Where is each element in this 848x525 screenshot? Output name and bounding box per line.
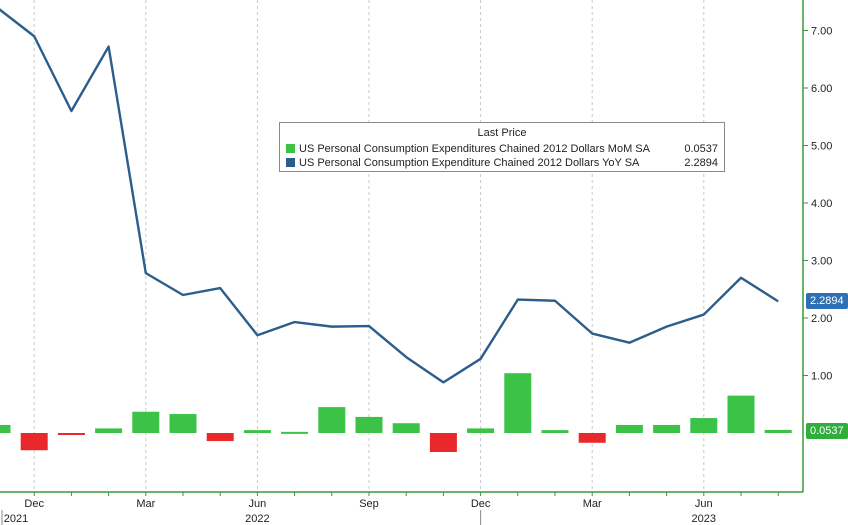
bar-2 bbox=[57, 433, 85, 435]
grid bbox=[33, 0, 705, 492]
legend-swatch-mom bbox=[286, 144, 295, 153]
year-label-2: 2023 bbox=[692, 513, 716, 525]
bar-3 bbox=[95, 428, 123, 433]
bar-9 bbox=[318, 407, 346, 433]
x-tick-label-2: Jun bbox=[249, 498, 267, 510]
legend-item-yoy: US Personal Consumption Expenditure Chai… bbox=[286, 157, 718, 170]
legend-item-mom: US Personal Consumption Expenditures Cha… bbox=[286, 143, 718, 156]
legend-title: Last Price bbox=[477, 127, 527, 139]
line-series bbox=[0, 8, 779, 384]
bar-17 bbox=[615, 424, 643, 433]
bar-15 bbox=[541, 430, 569, 433]
y-tick-label-4: 5.00 bbox=[811, 141, 832, 153]
bar-4 bbox=[132, 411, 160, 433]
x-tick-label-1: Mar bbox=[136, 498, 155, 510]
legend-label-mom: US Personal Consumption Expenditures Cha… bbox=[299, 143, 650, 155]
bar-6 bbox=[206, 433, 234, 442]
bar-16 bbox=[578, 433, 606, 443]
x-axis: Dec Mar Jun Sep Dec Mar Jun 2021 2022 2023 bbox=[0, 491, 803, 525]
bar-5 bbox=[169, 414, 197, 433]
bar-7 bbox=[243, 430, 271, 433]
x-tick-label-4: Dec bbox=[471, 498, 491, 510]
y-tick-label-1: 2.00 bbox=[811, 313, 832, 325]
bar-21 bbox=[764, 429, 792, 433]
last-value-tag-yoy: 2.2894 bbox=[806, 293, 848, 309]
bar-20 bbox=[727, 395, 755, 433]
y-axis: 1.00 2.00 3.00 4.00 5.00 6.00 7.00 bbox=[802, 0, 832, 492]
bar-1 bbox=[20, 433, 48, 451]
legend-value-mom: 0.0537 bbox=[684, 143, 718, 155]
bar-18 bbox=[653, 424, 681, 433]
bar-10 bbox=[355, 416, 383, 433]
x-tick-label-0: Dec bbox=[24, 498, 44, 510]
bar-0 bbox=[0, 424, 11, 433]
bar-11 bbox=[392, 423, 420, 433]
legend: Last Price US Personal Consumption Expen… bbox=[279, 122, 725, 172]
x-tick-label-5: Mar bbox=[583, 498, 602, 510]
y-tick-label-6: 7.00 bbox=[811, 26, 832, 38]
x-tick-label-6: Jun bbox=[695, 498, 713, 510]
year-label-0: 2021 bbox=[4, 513, 28, 525]
year-label-1: 2022 bbox=[245, 513, 269, 525]
bar-19 bbox=[690, 418, 718, 433]
bar-13 bbox=[467, 428, 495, 433]
bar-12 bbox=[429, 433, 457, 452]
legend-swatch-yoy bbox=[286, 158, 295, 167]
legend-label-yoy: US Personal Consumption Expenditure Chai… bbox=[299, 157, 640, 169]
y-tick-label-3: 4.00 bbox=[811, 198, 832, 210]
bar-8 bbox=[281, 431, 309, 434]
y-tick-label-0: 1.00 bbox=[811, 371, 832, 383]
y-tick-label-5: 6.00 bbox=[811, 83, 832, 95]
x-tick-label-3: Sep bbox=[359, 498, 379, 510]
line-path bbox=[0, 8, 779, 384]
y-tick-label-2: 3.00 bbox=[811, 256, 832, 268]
bars bbox=[0, 373, 792, 452]
legend-value-yoy: 2.2894 bbox=[684, 157, 718, 169]
bar-14 bbox=[504, 373, 532, 433]
last-value-tag-mom: 0.0537 bbox=[806, 423, 848, 439]
